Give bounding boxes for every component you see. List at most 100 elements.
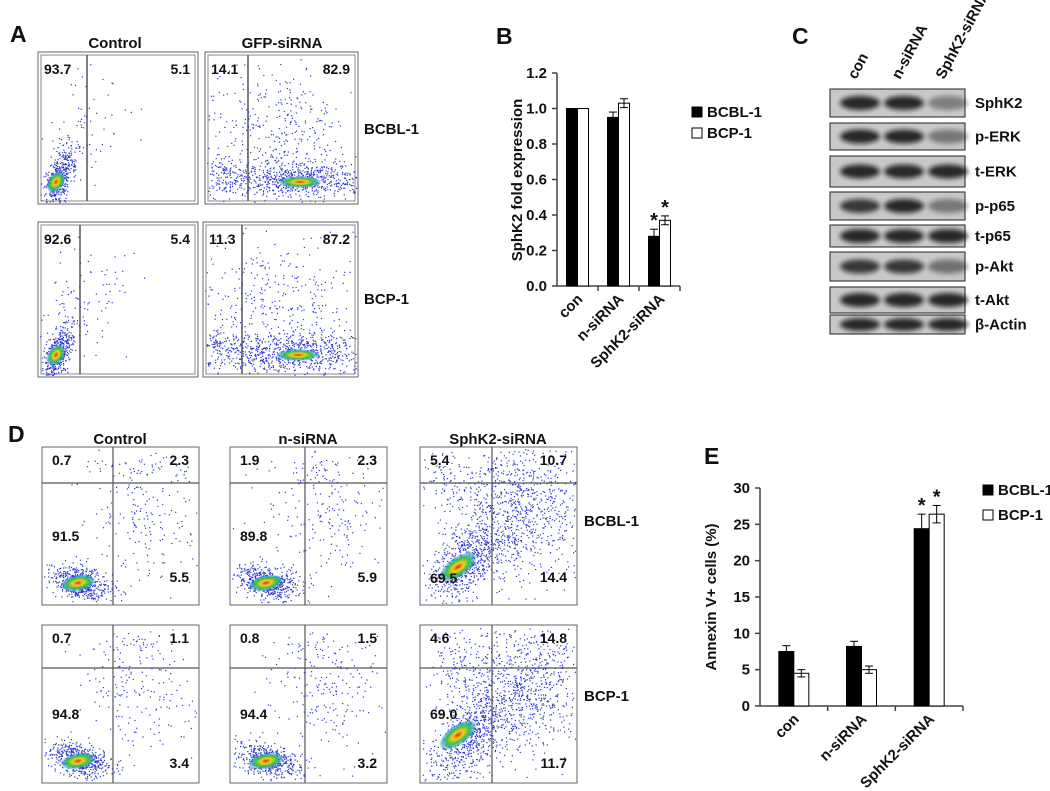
dot [290,570,292,572]
dot [57,573,59,575]
dot [245,474,247,476]
dot [65,170,67,172]
dot [207,162,209,165]
dot [84,598,86,600]
dot [271,591,273,594]
dot [221,182,223,184]
dot [232,348,234,350]
dot [275,343,278,345]
dot [330,352,333,354]
dot [112,464,114,466]
dot [350,92,352,94]
dot [269,307,271,309]
dot [74,591,76,593]
dot [217,373,219,375]
dot [309,160,312,162]
dot [280,358,282,360]
dot [311,190,313,192]
dot [97,588,99,590]
dot [294,171,296,173]
dot [297,289,300,292]
dot [316,472,318,474]
dot [324,281,326,283]
quadrant-percent: 5.9 [358,569,378,585]
dot [239,567,241,569]
dot [232,335,235,338]
dot [161,528,163,530]
dot [54,342,57,344]
dot [253,159,255,161]
dot [500,526,502,528]
dot [279,342,281,344]
dot [288,348,290,350]
dot [224,272,226,274]
dot [511,529,513,532]
dot [316,170,318,172]
dot [281,162,283,164]
dot [289,82,291,84]
dot [223,173,225,175]
dot [244,64,246,66]
dot [47,314,49,316]
dot [74,84,76,86]
dot [463,544,465,546]
dot [55,198,57,200]
dot [144,503,146,505]
dot [283,110,285,113]
dot [84,593,86,596]
dot [249,293,251,295]
dot [342,501,345,503]
dot [296,589,298,591]
dot [349,271,351,273]
dot [113,132,115,134]
dot [276,181,279,183]
dot [352,182,354,184]
dot [276,161,278,163]
dot [332,360,334,363]
dot [85,592,87,594]
dot [225,187,227,189]
dot [288,345,290,347]
dot [323,187,325,189]
dot [346,365,348,367]
dot [247,345,249,347]
dot [276,198,278,200]
dot [54,164,56,166]
dot [334,169,336,171]
dot [103,584,105,586]
dot [55,337,57,339]
dot [316,345,318,347]
dot [316,361,318,363]
dot [65,197,67,200]
dot [250,355,252,357]
dot [185,515,187,517]
dot [209,334,211,336]
dot [517,510,519,512]
dot [276,172,278,174]
dot [313,190,315,192]
dot [225,190,227,192]
dot [323,539,325,541]
dot [255,358,257,360]
dot [75,147,77,149]
dot [265,230,267,232]
dot [189,533,192,535]
dot [242,362,244,364]
dot [51,196,53,198]
dot [336,337,338,340]
dot [66,142,68,144]
dot [286,577,288,579]
dot [266,171,268,174]
dot [281,586,283,588]
dot [264,367,266,369]
dot [52,581,55,583]
dot [281,571,283,573]
dot [254,590,256,592]
dot [339,186,342,188]
dot [499,547,501,549]
dot [345,562,348,564]
column-title: n-siRNA [278,431,337,448]
dot [242,170,244,172]
dot [219,166,221,168]
dot [240,76,242,79]
